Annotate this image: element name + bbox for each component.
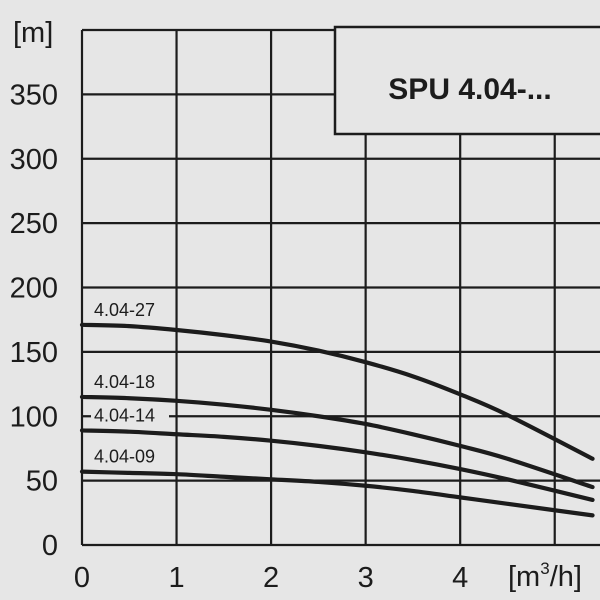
y-tick-150: 150 bbox=[10, 337, 58, 369]
x-axis-unit-base: [m bbox=[508, 561, 540, 593]
chart-title: SPU 4.04-... bbox=[388, 73, 551, 106]
curve-labels: 4.04-27 4.04-18 4.04-14 4.04-09 bbox=[91, 298, 169, 467]
x-tick-0: 0 bbox=[74, 562, 90, 594]
x-tick-1: 1 bbox=[168, 562, 184, 594]
y-tick-bg-250 bbox=[0, 205, 64, 240]
x-axis-unit-tail: /h] bbox=[550, 561, 582, 593]
x-axis-ticks: 0 1 2 3 4 bbox=[74, 562, 468, 594]
y-tick-bg-350 bbox=[0, 76, 64, 111]
title-box: SPU 4.04-... bbox=[333, 25, 600, 136]
curve-label-4.04-14: 4.04-14 bbox=[94, 405, 155, 425]
y-tick-bg-0 bbox=[0, 527, 64, 561]
curve-label-bg-4.04-14 bbox=[91, 404, 169, 426]
y-tick-bg-200 bbox=[0, 269, 64, 304]
x-tick-2: 2 bbox=[263, 562, 279, 594]
curve-label-bg-4.04-09 bbox=[91, 445, 169, 467]
x-tick-3: 3 bbox=[358, 562, 374, 594]
title-box-frame bbox=[333, 25, 600, 136]
curve-label-4.04-27: 4.04-27 bbox=[94, 300, 155, 320]
y-tick-bg-50 bbox=[0, 462, 64, 497]
x-axis-unit: [m3/h] bbox=[508, 559, 582, 593]
y-axis-unit: [m] bbox=[13, 17, 53, 49]
y-axis-ticks: 0 50 100 150 200 250 300 350 bbox=[0, 76, 64, 562]
curve-4.04-09 bbox=[79, 469, 595, 518]
curve-label-4.04-18: 4.04-18 bbox=[94, 372, 155, 392]
y-tick-350: 350 bbox=[10, 79, 58, 111]
curve-label-bg-4.04-27 bbox=[91, 298, 169, 320]
curve-4.04-18 bbox=[79, 394, 595, 490]
y-tick-250: 250 bbox=[10, 208, 58, 240]
y-tick-100: 100 bbox=[10, 401, 58, 433]
curve-4.04-27 bbox=[79, 322, 595, 461]
curve-4.04-14 bbox=[79, 428, 595, 503]
x-axis-unit-sup: 3 bbox=[540, 559, 549, 578]
curve-label-4.04-09: 4.04-09 bbox=[94, 447, 155, 467]
y-tick-bg-300 bbox=[0, 140, 64, 175]
curve-label-bg-4.04-18 bbox=[91, 370, 169, 392]
y-tick-bg-150 bbox=[0, 333, 64, 368]
curves bbox=[79, 322, 595, 518]
y-tick-300: 300 bbox=[10, 144, 58, 176]
y-tick-bg-100 bbox=[0, 398, 64, 433]
x-tick-4: 4 bbox=[452, 562, 468, 594]
y-tick-200: 200 bbox=[10, 273, 58, 305]
y-tick-0: 0 bbox=[42, 530, 58, 562]
y-tick-50: 50 bbox=[26, 466, 58, 498]
